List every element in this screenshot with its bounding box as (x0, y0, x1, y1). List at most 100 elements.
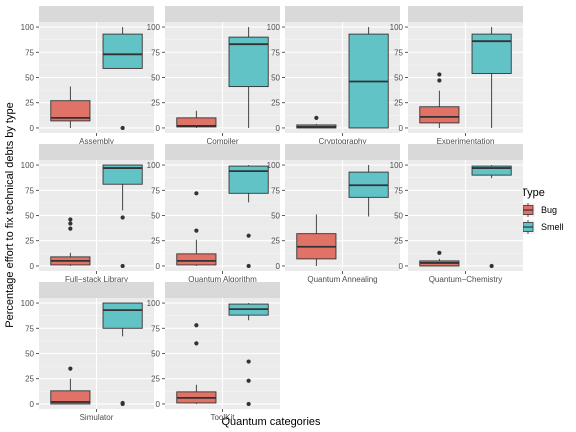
y-tick-label: 100 (390, 161, 404, 170)
panel-cryptography: 0 25 50 75 100 Cryptography (267, 6, 400, 146)
y-tick-label: 75 (151, 48, 160, 57)
x-tick-label: Assembly (79, 137, 114, 146)
panel-strip (39, 282, 154, 298)
outlier-point (194, 323, 199, 328)
box-smell (228, 27, 269, 128)
x-tick-label: ToolKit (210, 413, 235, 422)
y-tick-label: 25 (271, 99, 280, 108)
y-tick-label: 100 (21, 23, 35, 32)
x-tick-label: Quantum Annealing (307, 275, 377, 284)
box-iqr (176, 253, 217, 266)
box-smell (228, 303, 269, 407)
facet-panels: 0 25 50 75 100 Assembly 0 25 50 75 100 Compiler 0 25 5… (21, 6, 523, 422)
box-iqr (471, 165, 512, 176)
panel-experimentation: 0 25 50 75 100 Experimentation (390, 6, 523, 146)
y-tick-label: 50 (151, 350, 160, 359)
box-smell (348, 27, 389, 129)
outlier-point (437, 250, 442, 255)
y-tick-label: 75 (394, 186, 403, 195)
outlier-point (489, 263, 494, 269)
outlier-point (68, 217, 73, 222)
y-tick-label: 50 (394, 74, 403, 83)
y-tick-label: 100 (147, 299, 161, 308)
outlier-point (194, 341, 199, 346)
y-tick-label: 50 (394, 212, 403, 221)
y-tick-label: 25 (151, 99, 160, 108)
outlier-point (120, 215, 125, 220)
box-iqr (50, 100, 91, 122)
y-tick-label: 75 (151, 186, 160, 195)
y-tick-label: 100 (147, 23, 161, 32)
box-bug (419, 250, 460, 267)
y-tick-label: 0 (156, 124, 161, 133)
y-tick-label: 75 (394, 48, 403, 57)
panel-assembly: 0 25 50 75 100 Assembly (21, 6, 154, 146)
x-axis-title: Quantum categories (221, 416, 321, 428)
y-tick-label: 0 (156, 400, 161, 409)
y-tick-label: 100 (267, 23, 281, 32)
box-smell (348, 165, 389, 217)
y-tick-label: 0 (276, 262, 281, 271)
y-tick-label: 50 (151, 74, 160, 83)
y-tick-label: 0 (30, 400, 35, 409)
y-tick-label: 25 (271, 237, 280, 246)
x-tick-label: Full−stack Library (65, 275, 128, 284)
y-tick-label: 75 (25, 324, 34, 333)
x-tick-label: Cryptography (318, 137, 366, 146)
panel-strip (165, 282, 280, 298)
box-smell (102, 27, 143, 131)
x-tick-label: Experimentation (437, 137, 495, 146)
box-smell (102, 164, 143, 269)
x-tick-label: Quantum−Chemistry (429, 275, 503, 284)
outlier-point (437, 78, 442, 83)
x-tick-label: Simulator (80, 413, 114, 422)
box-bug (296, 214, 337, 266)
y-tick-label: 75 (271, 186, 280, 195)
box-bug (176, 191, 217, 266)
x-tick-label: Quantum Algorithm (188, 275, 257, 284)
outlier-point (246, 263, 251, 269)
y-tick-label: 0 (30, 262, 35, 271)
box-bug (176, 110, 217, 128)
box-bug (50, 366, 91, 405)
box-smell (102, 302, 143, 407)
y-tick-label: 75 (151, 324, 160, 333)
panel-quantum-algorithm: 0 25 50 75 100 Quantum Algorithm (147, 144, 280, 284)
box-bug (296, 115, 337, 129)
y-tick-label: 50 (25, 212, 34, 221)
outlier-point (314, 115, 319, 120)
panel-strip (165, 144, 280, 160)
x-tick-label: Compiler (206, 137, 238, 146)
y-tick-label: 25 (394, 237, 403, 246)
outlier-point (68, 366, 73, 371)
y-tick-label: 25 (151, 375, 160, 384)
y-tick-label: 75 (25, 48, 34, 57)
outlier-point (194, 191, 199, 196)
y-axis-title: Percentage effort to fix technical debts… (4, 102, 16, 327)
y-tick-label: 50 (271, 212, 280, 221)
box-iqr (176, 117, 217, 128)
box-smell (471, 165, 512, 269)
y-tick-label: 0 (399, 262, 404, 271)
outlier-point (194, 228, 199, 233)
panel-strip (285, 6, 400, 22)
outlier-point (68, 226, 73, 231)
box-iqr (228, 36, 269, 88)
y-tick-label: 0 (399, 124, 404, 133)
panel-full-stack-library: 0 25 50 75 100 Full−stack Library (21, 144, 154, 284)
y-tick-label: 0 (276, 124, 281, 133)
y-tick-label: 100 (267, 161, 281, 170)
y-tick-label: 0 (30, 124, 35, 133)
box-bug (50, 217, 91, 266)
panel-strip (39, 6, 154, 22)
panel-quantum-annealing: 0 25 50 75 100 Quantum Annealing (267, 144, 400, 284)
y-tick-label: 75 (271, 48, 280, 57)
y-tick-label: 0 (156, 262, 161, 271)
panel-strip (408, 144, 523, 160)
y-tick-label: 25 (25, 237, 34, 246)
outlier-point (120, 263, 125, 269)
box-iqr (50, 390, 91, 405)
box-iqr (102, 164, 143, 185)
outlier-point (120, 400, 125, 406)
panel-simulator: 0 25 50 75 100 Simulator (21, 282, 154, 422)
